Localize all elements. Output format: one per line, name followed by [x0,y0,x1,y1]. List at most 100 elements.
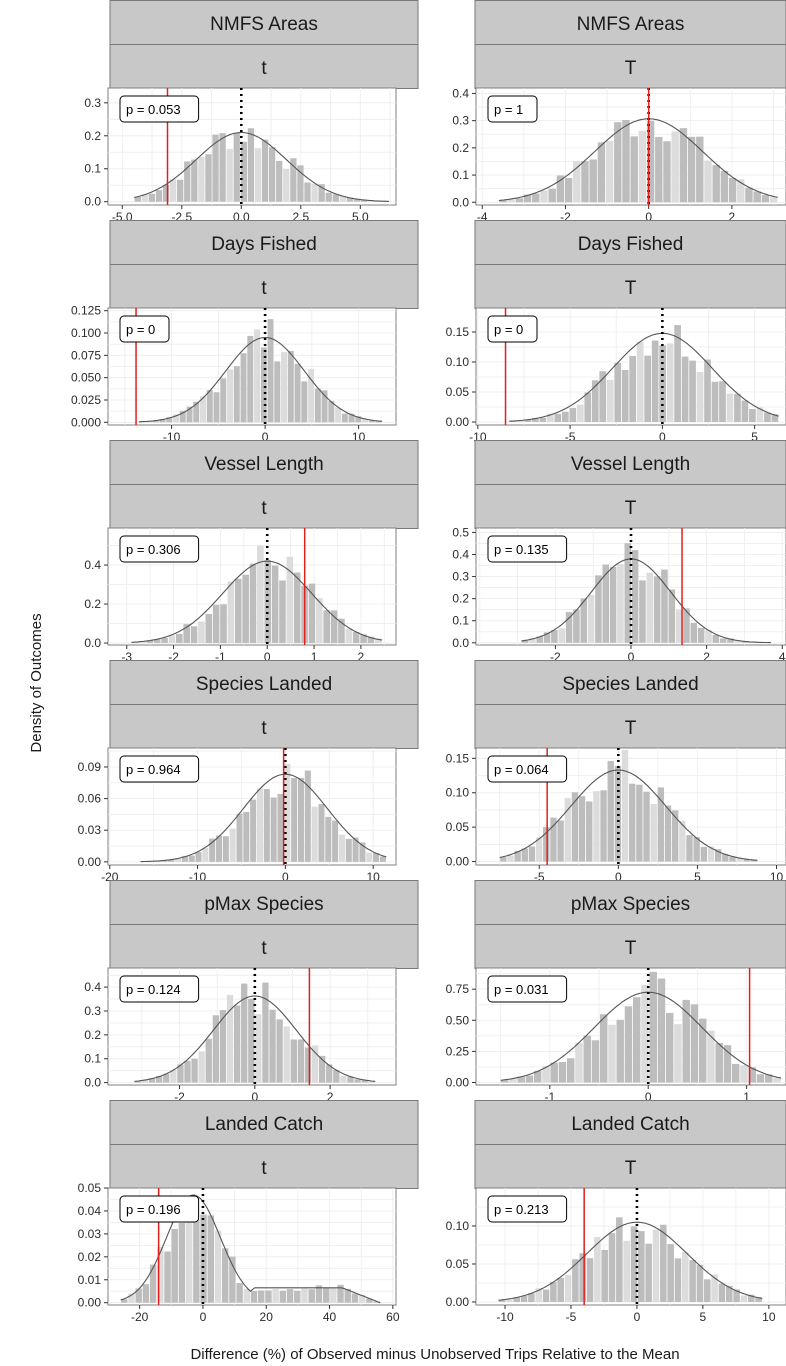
histogram-bar [667,1244,674,1302]
strip-stat-vessel-length-upper-t [474,484,786,529]
histogram-bar [614,362,622,422]
histogram-bar [341,413,348,423]
histogram-bar [286,556,294,644]
histogram-bar [671,131,679,203]
histogram-bar [153,638,161,644]
pvalue-label-box [119,95,200,123]
y-tick-label: 0.50 [446,1013,470,1027]
histogram-bar [712,165,720,203]
panel-pmax-species-lower-t: pMax Species t p = 0.124 -2 0 2 0.0 0.1 0.2 0.3 0.… [84,880,419,1104]
histogram-bar [605,141,614,203]
histogram-bar [254,329,261,423]
histogram-bar [220,378,227,423]
histogram-bar [198,156,205,202]
histogram-bar [651,340,659,422]
histogram-bar [521,848,528,862]
histogram-bar [583,1035,591,1083]
histogram-bar [668,589,676,643]
strip-variable-vessel-length-lower-t [109,440,419,485]
histogram-bar [222,836,229,862]
x-tick-label: 0 [251,1090,258,1104]
histogram-bar [606,379,614,422]
histogram-bar [542,1066,550,1083]
x-tick-label: 40 [323,1310,337,1324]
x-tick-label: 5 [700,1310,707,1324]
histogram-bar [161,860,168,862]
histogram-bar [622,119,630,203]
y-tick-label: 0.3 [84,96,101,110]
density-curve [499,769,758,861]
panel-vessel-length-lower-t: Vessel Length t p = 0.306 -3 -2 -1 0 1 2 0.0 0.2 0.… [84,440,419,664]
histogram-bar [551,630,558,643]
histogram-bar [748,1067,756,1083]
histogram-bar [646,572,654,643]
density-curve [521,558,771,644]
histogram-bar [753,191,761,203]
x-tick-label: -2 [168,650,179,664]
histogram-bar [601,1249,608,1302]
histogram-bar [636,342,644,422]
histogram-bar [542,1289,550,1302]
y-tick-label: 0.3 [452,570,469,584]
histogram-bar [311,183,318,202]
histogram-bar [740,1295,748,1302]
histogram-bar [214,1230,222,1303]
histogram-bar [741,641,749,643]
histogram-bar [301,1288,308,1303]
histogram-bar [250,1290,258,1303]
y-tick-label: 0.025 [71,393,101,407]
histogram-bar [621,749,629,862]
histogram-bar [233,1005,241,1083]
histogram-bar [764,1074,773,1083]
histogram-bar [352,837,359,862]
histogram-bar [718,1283,726,1302]
histogram-bar [769,197,778,203]
strip-variable-label: NMFS Areas [210,14,318,35]
histogram-bar [359,842,366,862]
strip-stat-label: t [261,1158,267,1179]
histogram-bar [161,637,168,644]
histogram-bar [674,325,681,422]
density-curve [498,1221,763,1301]
pvalue-label: p = 0.135 [494,542,549,557]
histogram-bar [675,609,683,643]
histogram-bar [344,1288,351,1303]
histogram-bar [274,361,281,423]
strip-stat-label: T [625,718,637,739]
y-tick-label: 0.02 [78,1250,102,1264]
histogram-bar [731,1063,740,1083]
histogram-bar [535,1288,542,1302]
strip-variable-landed-catch-upper-t [474,1100,786,1145]
histogram-bar [682,999,690,1083]
histogram-bar [347,1076,354,1083]
x-tick-label: 5 [694,870,701,884]
histogram-bar [366,1298,373,1303]
y-tick-label: 0.5 [452,525,469,539]
histogram-bar [353,199,361,202]
histogram-bar [507,199,515,203]
histogram-bar [134,1081,142,1083]
density-curve [509,332,779,422]
histogram-bar [666,343,674,422]
strip-stat-label: t [261,938,267,959]
histogram-bar [149,1264,157,1303]
histogram-bar [297,165,304,202]
histogram-bar [191,1058,198,1083]
histogram-bar [528,1293,535,1302]
x-tick-label: 0 [264,650,271,664]
strip-variable-pmax-species-upper-t [474,880,786,925]
strip-variable-label: NMFS Areas [577,14,685,35]
x-tick-label: 2 [358,650,365,664]
histogram-bar [595,575,602,643]
histogram-bar [523,194,532,203]
histogram-bar [179,410,186,423]
histogram-bar [293,572,301,644]
histogram-bar [580,598,588,643]
histogram-bar [200,1214,207,1303]
histogram-bar [373,853,380,862]
histogram-bar [756,1074,765,1083]
strip-stat-nmfs-areas-lower-t [109,44,419,89]
histogram-bar [134,196,141,202]
pvalue-label: p = 0.964 [126,762,181,777]
histogram-bar [358,1294,366,1303]
